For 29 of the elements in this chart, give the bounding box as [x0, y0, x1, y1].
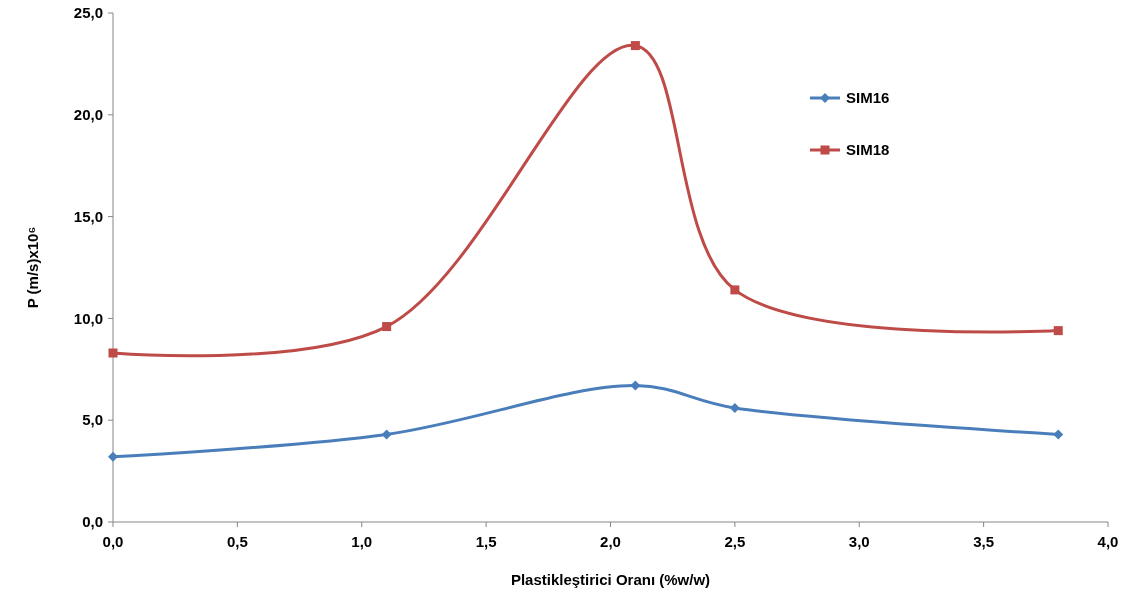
point — [729, 402, 740, 413]
legend-label: SIM16 — [846, 89, 890, 107]
y-tick-label: 15,0 — [73, 207, 103, 225]
x-tick-label: 3,5 — [973, 533, 995, 550]
point — [108, 451, 118, 462]
x-tick-label: 2,5 — [724, 533, 746, 550]
x-tick-label: 1,5 — [475, 533, 497, 550]
x-tick-label: 0,0 — [102, 533, 124, 550]
x-tick-label: 0,5 — [226, 533, 248, 550]
x-tick-label: 3,0 — [848, 533, 870, 550]
y-tick-label: 25,0 — [73, 4, 103, 22]
point — [730, 285, 740, 295]
x-tick-label: 1,0 — [351, 533, 373, 550]
y-tick-label: 0,0 — [82, 513, 103, 531]
x-tick-label: 2,0 — [600, 533, 621, 550]
point — [630, 41, 640, 51]
y-tick-label: 10,0 — [73, 309, 103, 327]
point — [1053, 326, 1063, 336]
y-tick-label: 20,0 — [73, 106, 103, 124]
point — [1053, 429, 1064, 440]
legend-label: SIM18 — [846, 141, 890, 159]
point — [108, 348, 118, 358]
point — [382, 322, 392, 332]
y-axis-title: P (m/s)x10⁶ — [24, 226, 41, 309]
y-tick-label: 5,0 — [82, 411, 103, 429]
x-tick-label: 4,0 — [1097, 533, 1119, 550]
x-axis-title: Plastikleştirici Oranı (%w/w) — [510, 571, 711, 588]
point — [630, 380, 641, 391]
point — [381, 429, 392, 440]
